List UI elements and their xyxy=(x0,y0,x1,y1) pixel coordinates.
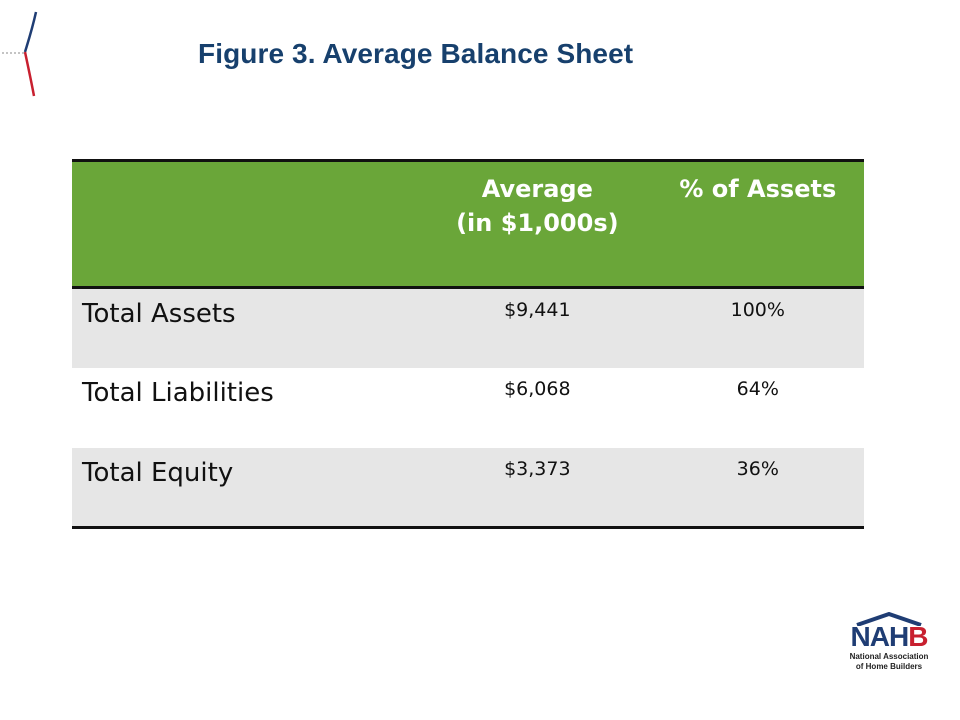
header-average-line1: Average xyxy=(481,175,593,203)
row-average: $3,373 xyxy=(504,457,571,480)
nahb-logo: NAHB National Association of Home Builde… xyxy=(846,612,932,688)
row-label: Total Liabilities xyxy=(82,377,274,408)
logo-letters: NAHB xyxy=(846,621,932,652)
balance-sheet-table: Average (in $1,000s) % of Assets Total A… xyxy=(72,159,864,529)
page-title: Figure 3. Average Balance Sheet xyxy=(198,38,634,69)
table-row: Total Assets $9,441 100% xyxy=(72,287,864,368)
logo-subtitle-line2: of Home Builders xyxy=(855,662,923,671)
row-average: $9,441 xyxy=(504,299,571,321)
row-label: Total Equity xyxy=(82,457,234,488)
row-percent: 100% xyxy=(730,299,785,321)
table-row: Total Liabilities $6,068 64% xyxy=(72,367,864,448)
row-average: $6,068 xyxy=(504,377,571,400)
logo-letters-accent: B xyxy=(908,621,928,652)
logo-letters-main: NAH xyxy=(850,621,910,652)
header-average: Average (in $1,000s) xyxy=(423,161,652,288)
logo-subtitle: National Association of Home Builders xyxy=(846,652,932,672)
row-percent: 64% xyxy=(736,377,779,400)
corner-swoosh-decoration xyxy=(2,11,38,97)
header-label-column xyxy=(72,161,423,288)
roof-icon xyxy=(856,612,922,626)
logo-subtitle-line1: National Association xyxy=(849,652,929,661)
header-percent-of-assets: % of Assets xyxy=(679,175,837,203)
table-header-row: Average (in $1,000s) % of Assets xyxy=(72,160,864,288)
row-percent: 36% xyxy=(736,457,779,480)
header-average-line2: (in $1,000s) xyxy=(456,209,619,237)
row-label: Total Assets xyxy=(82,299,236,329)
table-row: Total Equity $3,373 36% xyxy=(72,447,864,528)
